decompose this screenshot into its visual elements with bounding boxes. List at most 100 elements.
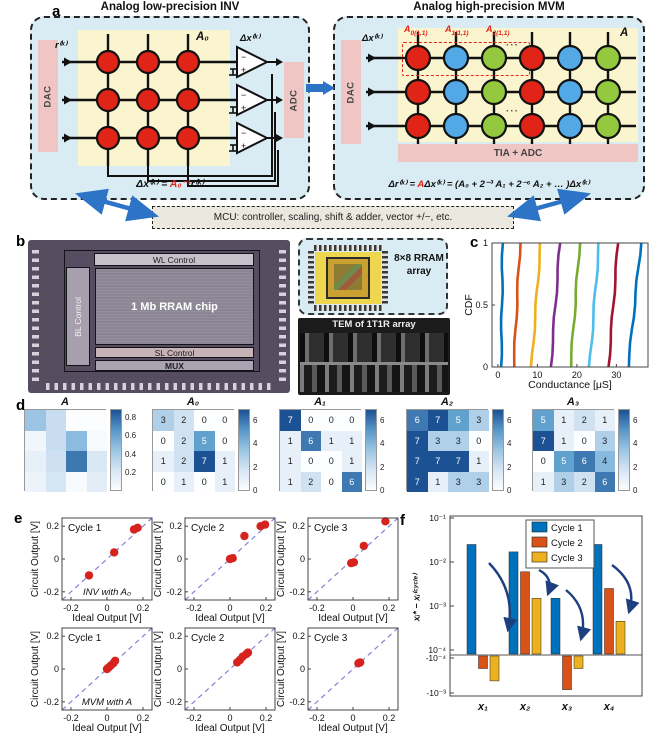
heatmap-cell: 7 [448,451,469,472]
heatmap-cell [25,410,46,431]
cdf-xlabel: Conductance [μS] [528,379,612,391]
memristor-cell [404,112,432,140]
mvm-tia-adc-block: TIA + ADC [398,144,638,162]
svg-text:10⁻¹: 10⁻¹ [429,513,446,523]
ellipsis-bottom: ··· [506,106,519,117]
heatmap-cell [86,451,107,472]
memristor-cell [518,44,546,72]
heatmap-cell: 0 [341,410,362,431]
heatmap-cell: 1 [594,410,615,431]
memristor-cell [594,112,622,140]
tem-divider [300,362,448,365]
scatter-xlabel: Ideal Output [V] [72,723,142,734]
heatmap-cell: 7 [427,451,448,472]
trend-arrow [488,562,518,633]
memristor-cell [175,87,201,113]
heatmap-cell: 0 [533,451,554,472]
inv-equation: Δx⁽ᵏ⁾ = A₀⁻¹r⁽ᵏ⁾ [30,178,310,190]
scatter-xlabel: Ideal Output [V] [318,723,388,734]
inv-dac-block: DAC [38,40,58,152]
heatmap-cell [25,430,46,451]
ellipsis-top: ··· [506,40,519,51]
heatmap-cell: 7 [407,471,428,492]
svg-text:0: 0 [177,664,182,674]
memristor-cell [594,44,622,72]
svg-text:+: + [241,65,246,75]
weight-label-a2-base: A [486,24,493,34]
heatmap-cell: 0 [194,410,215,431]
svg-text:0.2: 0.2 [169,521,182,531]
bar [520,571,530,655]
heatmap-cell: 3 [153,410,174,431]
scatter-mvm-cycle3: -0.2 -0.2 0 0 0.2 0.2 Cycle 3 Ideal Output [V] C… [276,627,399,734]
heatmap-cell: 5 [553,451,574,472]
sl-control-bar: SL Control [95,347,254,358]
svg-text:0.2: 0.2 [292,631,305,641]
svg-text:0.2: 0.2 [169,631,182,641]
heatmap-cell: 7 [533,430,554,451]
heatmap-cell: 1 [153,451,174,472]
heatmap-cell: 3 [448,471,469,492]
colorbar-tick: 0.8 [125,413,137,423]
heatmap-cell [45,471,66,492]
svg-text:+: + [241,141,246,151]
heatmap-cell: 1 [341,451,362,472]
mvm-equation: Δr⁽ᵏ⁾ = AΔx⁽ᵏ⁾ = (A₀ + 2⁻³ A₁ + 2⁻⁶ A₂ +… [336,179,642,190]
memristor-cell [442,44,470,72]
heatmap-cell: 3 [468,410,489,431]
scatter-point [356,658,365,667]
svg-text:-0.2: -0.2 [43,697,59,707]
heatmap-cell: 5 [448,410,469,431]
weight-label-a0-base: A [404,24,411,34]
memristor-cell [175,49,201,75]
colorbar-tick: 6 [633,415,638,425]
colorbar-tick: 4 [633,439,638,449]
heatmap-cell: 6 [407,410,428,431]
bar [573,655,584,669]
weight-label-a0-sub: 0(1,1) [410,29,428,37]
memristor-cell [442,78,470,106]
colorbar-tick: 2 [507,462,512,472]
svg-text:0: 0 [300,554,305,564]
heatmap-cell [66,451,87,472]
opamp-icon [236,83,270,117]
scatter-point [228,554,237,563]
svg-text:0: 0 [300,664,305,674]
scatter-point [110,656,120,665]
svg-text:-0.2: -0.2 [186,713,202,723]
cdf-curve [529,242,542,368]
svg-text:+: + [241,103,246,113]
heatmap-cell: 6 [574,451,595,472]
memristor-cell [95,87,121,113]
svg-text:−: − [241,90,246,100]
svg-text:-10⁻³: -10⁻³ [426,688,446,698]
scatter-xlabel: Ideal Output [V] [195,613,265,624]
svg-text:0.2: 0.2 [46,631,59,641]
heatmap-cell: 1 [214,451,235,472]
heatmap-cell: 2 [173,430,194,451]
heatmap-cell: 7 [194,451,215,472]
panel-c-label: c [470,234,479,251]
bar [615,621,626,655]
colorbar-tick: 0.4 [125,449,137,459]
panel-e-label: e [14,510,23,527]
opamp-icon [236,121,270,155]
heatmap-cell: 0 [214,430,235,451]
svg-text:0: 0 [483,362,488,372]
heatmap-cell: 1 [280,451,301,472]
svg-text:-0.2: -0.2 [166,587,182,597]
svg-text:1: 1 [483,238,488,248]
panel-a-label: a [52,3,61,20]
colorbar-tick: 6 [380,415,385,425]
panel-b-label: b [16,233,26,250]
svg-text:0.5: 0.5 [475,300,488,310]
bl-control-bar: BL Control [66,267,90,366]
heatmap-cell [86,430,107,451]
svg-text:20: 20 [572,370,582,380]
heatmap-cell: 1 [533,471,554,492]
colorbar-tick: 2 [380,462,385,472]
scatter-title: Cycle 1 [68,523,102,534]
heatmap-cell [45,451,66,472]
inv-eq-red: A₀⁻¹ [169,178,191,190]
